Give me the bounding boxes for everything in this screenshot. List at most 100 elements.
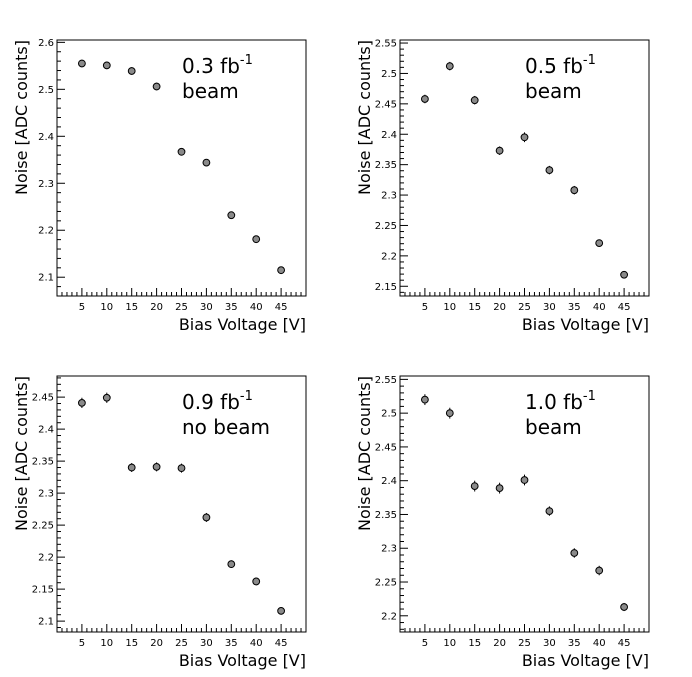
y-tick-label: 2.1 bbox=[38, 617, 54, 628]
x-tick-label: 15 bbox=[125, 302, 138, 313]
data-point bbox=[202, 158, 211, 167]
data-point bbox=[470, 96, 479, 105]
x-tick-label: 35 bbox=[568, 302, 581, 313]
x-tick-label: 20 bbox=[150, 638, 163, 649]
data-point bbox=[545, 166, 554, 175]
x-tick-label: 45 bbox=[618, 302, 631, 313]
x-tick-label: 40 bbox=[593, 638, 606, 649]
y-tick-label: 2.15 bbox=[375, 282, 397, 293]
y-axis-title: Noise [ADC counts] bbox=[355, 376, 374, 531]
y-tick-label: 2.1 bbox=[38, 273, 54, 284]
x-tick-label: 35 bbox=[225, 638, 238, 649]
y-tick-label: 2.2 bbox=[38, 553, 54, 564]
data-point bbox=[78, 398, 86, 407]
y-tick-label: 2.35 bbox=[375, 160, 397, 171]
x-tick-label: 35 bbox=[225, 302, 238, 313]
y-tick-label: 2.4 bbox=[38, 425, 54, 436]
chart-panel-4: 5 10 15 20 25 30 35 40 45 2.2 2.25 2.3 2.35 2.4 2.45 2.… bbox=[355, 375, 650, 670]
data-point bbox=[470, 482, 479, 491]
x-axis-title: Bias Voltage [V] bbox=[179, 315, 306, 334]
x-tick-label: 30 bbox=[543, 302, 556, 313]
data-point bbox=[545, 507, 554, 515]
data-point bbox=[127, 463, 136, 472]
y-tick-label: 2.3 bbox=[381, 544, 397, 555]
x-axis-title: Bias Voltage [V] bbox=[522, 651, 649, 670]
x-tick-label: 25 bbox=[518, 302, 531, 313]
x-tick-label: 15 bbox=[125, 638, 138, 649]
data-point bbox=[421, 395, 429, 404]
y-tick-label: 2.5 bbox=[381, 69, 397, 80]
luminosity-exponent: -1 bbox=[240, 389, 253, 404]
luminosity-exponent: -1 bbox=[583, 389, 596, 404]
x-tick-label: 20 bbox=[493, 302, 506, 313]
data-point bbox=[152, 82, 161, 91]
x-tick-label: 15 bbox=[468, 302, 481, 313]
luminosity-label: 1.0 fb-1 bbox=[525, 389, 596, 414]
x-tick-label: 10 bbox=[443, 302, 456, 313]
x-tick-label: 25 bbox=[175, 638, 188, 649]
y-tick-label: 2.45 bbox=[375, 442, 397, 453]
data-point bbox=[495, 146, 504, 155]
x-tick-label: 5 bbox=[79, 638, 85, 649]
x-tick-label: 10 bbox=[100, 638, 113, 649]
x-tick-label: 20 bbox=[493, 638, 506, 649]
data-point bbox=[102, 393, 111, 402]
beam-condition-label: beam bbox=[525, 79, 582, 103]
data-point bbox=[277, 606, 286, 615]
data-point bbox=[127, 67, 136, 75]
y-tick-label: 2.5 bbox=[38, 85, 54, 96]
x-tick-label: 5 bbox=[422, 638, 428, 649]
data-point bbox=[177, 464, 186, 473]
y-tick-label: 2.35 bbox=[375, 510, 397, 521]
x-tick-label: 30 bbox=[200, 302, 213, 313]
x-tick-label: 40 bbox=[250, 302, 263, 313]
y-tick-label: 2.25 bbox=[32, 521, 54, 532]
y-tick-label: 2.45 bbox=[32, 393, 54, 404]
data-point bbox=[445, 62, 454, 71]
y-tick-label: 2.4 bbox=[38, 132, 54, 143]
data-point bbox=[252, 235, 261, 244]
luminosity-label: 0.5 fb-1 bbox=[525, 53, 596, 78]
x-axis-title: Bias Voltage [V] bbox=[179, 651, 306, 670]
y-axis-title: Noise [ADC counts] bbox=[12, 376, 31, 531]
y-tick-label: 2.35 bbox=[32, 457, 54, 468]
data-point bbox=[152, 462, 161, 471]
data-point bbox=[595, 566, 604, 575]
y-tick-label: 2.3 bbox=[38, 179, 54, 190]
x-tick-label: 5 bbox=[422, 302, 428, 313]
data-point bbox=[495, 484, 504, 493]
data-point bbox=[520, 133, 529, 142]
y-tick-label: 2.2 bbox=[381, 251, 397, 262]
y-tick-label: 2.2 bbox=[38, 226, 54, 237]
luminosity-label: 0.3 fb-1 bbox=[182, 53, 253, 78]
luminosity-exponent: -1 bbox=[583, 53, 596, 68]
luminosity-value: 0.5 fb bbox=[525, 54, 583, 78]
luminosity-value: 0.3 fb bbox=[182, 54, 240, 78]
chart-panel-2: 5 10 15 20 25 30 35 40 45 2.15 2.2 2.25 2.3 2.35 2.4 2.… bbox=[355, 39, 650, 334]
x-tick-label: 10 bbox=[100, 302, 113, 313]
y-tick-label: 2.6 bbox=[38, 38, 54, 49]
data-point bbox=[177, 147, 186, 156]
y-tick-label: 2.2 bbox=[381, 611, 397, 622]
x-tick-label: 15 bbox=[468, 638, 481, 649]
y-tick-label: 2.45 bbox=[375, 99, 397, 110]
x-tick-label: 25 bbox=[518, 638, 531, 649]
luminosity-value: 1.0 fb bbox=[525, 390, 583, 414]
data-point bbox=[227, 211, 236, 220]
y-tick-label: 2.3 bbox=[38, 489, 54, 500]
y-tick-label: 2.4 bbox=[381, 130, 397, 141]
data-point bbox=[78, 59, 86, 68]
data-point bbox=[570, 186, 579, 195]
x-tick-label: 10 bbox=[443, 638, 456, 649]
y-tick-label: 2.55 bbox=[375, 39, 397, 50]
x-tick-label: 30 bbox=[543, 638, 556, 649]
y-tick-label: 2.15 bbox=[32, 585, 54, 596]
data-point bbox=[102, 61, 111, 70]
y-tick-label: 2.4 bbox=[381, 476, 397, 487]
y-axis-title: Noise [ADC counts] bbox=[355, 40, 374, 195]
data-point bbox=[445, 409, 454, 418]
x-tick-label: 5 bbox=[79, 302, 85, 313]
y-tick-label: 2.3 bbox=[381, 191, 397, 202]
